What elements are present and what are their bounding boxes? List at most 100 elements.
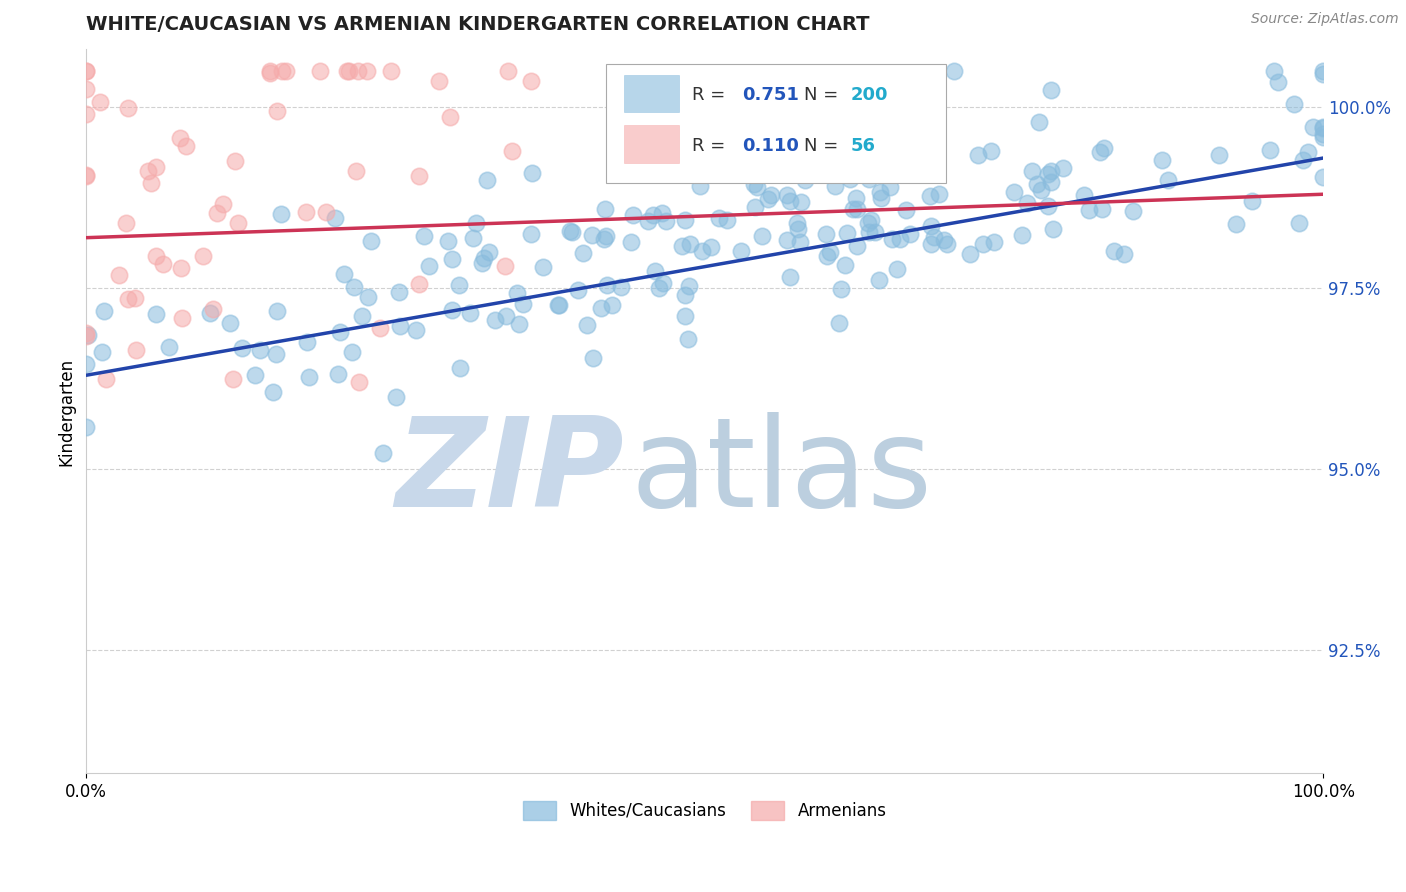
Point [880, 232, 903, 246]
Point [859, 213, 882, 227]
Point [308, 64, 330, 78]
Point [531, 260, 554, 274]
Point [651, 205, 673, 219]
Point [898, 227, 921, 242]
Point [869, 185, 891, 199]
Point [889, 232, 911, 246]
Point [259, 64, 281, 78]
Point [675, 288, 697, 302]
Point [75, 357, 97, 371]
Point [547, 297, 569, 311]
Point [139, 176, 162, 190]
Point [654, 214, 676, 228]
Point [824, 179, 846, 194]
Point [339, 64, 361, 78]
Point [1302, 120, 1324, 135]
Point [547, 298, 569, 312]
Point [389, 319, 412, 334]
Point [716, 212, 738, 227]
Point [789, 235, 811, 250]
Point [1078, 203, 1101, 218]
Point [458, 306, 481, 320]
Point [75, 82, 97, 96]
Point [75, 169, 97, 183]
Point [787, 222, 810, 236]
Point [756, 192, 779, 206]
Point [1040, 83, 1063, 97]
Point [572, 246, 595, 260]
Point [157, 339, 180, 353]
Point [170, 261, 193, 276]
Point [266, 347, 288, 361]
Point [1028, 114, 1050, 128]
Point [1026, 177, 1049, 191]
Point [943, 64, 966, 78]
Point [834, 258, 856, 272]
Point [581, 227, 603, 242]
Point [835, 226, 858, 240]
Point [980, 144, 1002, 158]
Point [124, 291, 146, 305]
Point [856, 216, 879, 230]
Point [1312, 64, 1334, 78]
Point [323, 211, 346, 225]
Point [437, 234, 460, 248]
Point [808, 158, 831, 172]
Point [191, 249, 214, 263]
Point [271, 64, 294, 78]
Point [170, 311, 193, 326]
Point [329, 325, 352, 339]
Point [728, 165, 751, 179]
Point [1036, 198, 1059, 212]
Point [356, 64, 378, 78]
Point [641, 208, 664, 222]
Point [484, 312, 506, 326]
Point [472, 251, 495, 265]
Point [89, 95, 111, 109]
Point [576, 318, 599, 332]
Point [790, 195, 813, 210]
Point [152, 257, 174, 271]
Point [427, 74, 450, 88]
Text: atlas: atlas [630, 412, 932, 533]
Point [506, 285, 529, 300]
Point [412, 229, 434, 244]
Point [747, 179, 769, 194]
Point [294, 204, 316, 219]
Point [1267, 74, 1289, 88]
Point [464, 216, 486, 230]
Point [343, 280, 366, 294]
Point [249, 343, 271, 358]
Point [589, 301, 612, 315]
FancyBboxPatch shape [624, 126, 679, 163]
Point [494, 259, 516, 273]
Point [679, 237, 702, 252]
Point [1312, 67, 1334, 81]
Point [868, 273, 890, 287]
Point [593, 231, 616, 245]
Point [145, 160, 167, 174]
Point [91, 345, 114, 359]
Point [815, 165, 838, 179]
Point [972, 236, 994, 251]
Point [1312, 130, 1334, 145]
Point [596, 278, 619, 293]
Point [675, 310, 697, 324]
Text: Source: ZipAtlas.com: Source: ZipAtlas.com [1251, 12, 1399, 26]
Point [169, 130, 191, 145]
Point [449, 360, 471, 375]
Point [117, 292, 139, 306]
Point [730, 244, 752, 259]
Point [959, 247, 981, 261]
Point [274, 64, 297, 78]
Point [561, 225, 583, 239]
Legend: Whites/Caucasians, Armenians: Whites/Caucasians, Armenians [516, 794, 893, 827]
Point [1122, 204, 1144, 219]
Point [776, 233, 799, 247]
Point [360, 234, 382, 248]
Point [1011, 228, 1033, 243]
Point [858, 225, 880, 239]
Point [1112, 247, 1135, 261]
Point [759, 188, 782, 202]
Point [368, 321, 391, 335]
